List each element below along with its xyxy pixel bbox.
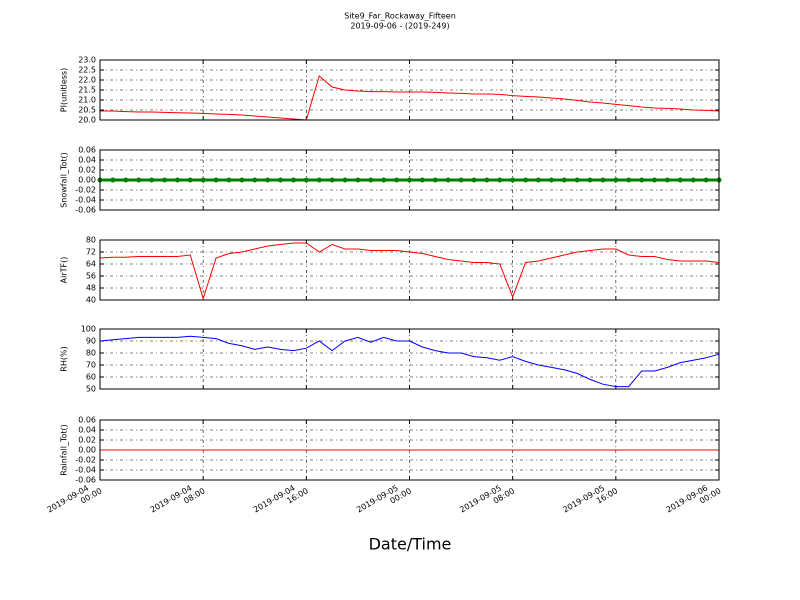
data-point [149, 177, 155, 183]
y-tick-label: 48 [86, 284, 96, 293]
data-point [497, 177, 503, 183]
data-point [626, 177, 632, 183]
data-point [329, 177, 335, 183]
data-line [100, 75, 720, 121]
data-point [523, 177, 529, 183]
data-point [290, 177, 296, 183]
y-axis-label: Rainfall_Tot() [60, 424, 69, 476]
data-point [652, 177, 658, 183]
y-tick-label: 21.5 [78, 86, 96, 95]
data-point [535, 177, 541, 183]
data-point [239, 177, 245, 183]
data-point [407, 177, 412, 183]
data-point [664, 177, 670, 183]
data-point [252, 177, 258, 183]
y-tick-label: -0.06 [75, 476, 96, 485]
data-point [703, 177, 709, 183]
y-tick-label: 56 [86, 272, 96, 281]
y-tick-label: 100 [81, 325, 96, 334]
y-tick-label: 0.04 [78, 156, 96, 165]
data-point [303, 177, 309, 183]
data-point [677, 177, 683, 183]
y-tick-label: 64 [86, 260, 96, 269]
plot-frame [99, 419, 720, 481]
data-point [136, 177, 142, 183]
y-tick-label: 0.00 [78, 176, 96, 185]
data-point [458, 177, 464, 183]
data-point [161, 177, 167, 183]
y-tick-label: 0.06 [78, 416, 96, 425]
y-tick-label: -0.02 [75, 456, 96, 465]
data-point [278, 177, 284, 183]
y-axis-label: RH(%) [60, 346, 69, 371]
data-point [639, 177, 645, 183]
y-tick-label: 0.00 [78, 446, 96, 455]
plot-frame [99, 59, 720, 121]
chart-subtitle: 2019-09-06 - (2019-249) [350, 22, 449, 31]
y-tick-label: 22.5 [78, 66, 96, 75]
y-axis-label: PI(unitless) [60, 68, 69, 112]
data-point [432, 177, 438, 183]
data-point [445, 177, 451, 183]
chart-title: Site9_Far_Rockaway_Fifteen [344, 12, 456, 21]
y-tick-label: -0.06 [75, 206, 96, 215]
y-tick-label: 72 [86, 248, 96, 257]
y-tick-label: 80 [86, 236, 96, 245]
plot-frame [99, 149, 720, 211]
data-point [381, 177, 387, 183]
data-point [548, 177, 554, 183]
y-tick-label: -0.04 [75, 196, 96, 205]
data-point [342, 177, 348, 183]
data-line [99, 335, 720, 388]
y-tick-label: 20.5 [78, 106, 96, 115]
y-axis-label: Snowfall_Tot() [60, 152, 69, 208]
y-tick-label: 40 [86, 296, 96, 305]
data-point [355, 177, 361, 183]
data-point [471, 177, 477, 183]
data-point [316, 177, 322, 183]
data-point [213, 177, 219, 183]
y-tick-label: -0.04 [75, 466, 96, 475]
y-tick-label: 60 [86, 373, 96, 382]
plot-frame [99, 328, 720, 390]
data-point [265, 177, 271, 183]
y-tick-label: 23.0 [78, 56, 96, 65]
data-line [99, 242, 720, 301]
data-point [587, 177, 593, 183]
plot-frame [99, 239, 720, 301]
y-tick-label: 21.0 [78, 96, 96, 105]
y-tick-label: 50 [86, 385, 96, 394]
y-tick-label: 22.0 [78, 76, 96, 85]
y-tick-label: 90 [86, 337, 96, 346]
y-tick-label: 80 [86, 349, 96, 358]
data-point [574, 177, 580, 183]
data-point [690, 177, 696, 183]
data-point [226, 177, 232, 183]
data-point [110, 177, 116, 183]
data-point [200, 177, 206, 183]
data-point [394, 177, 400, 183]
data-point [510, 177, 516, 183]
data-point [123, 177, 129, 183]
data-point [419, 177, 425, 183]
y-tick-label: 0.06 [78, 146, 96, 155]
data-point [613, 177, 619, 183]
y-tick-label: 0.02 [78, 166, 96, 175]
x-axis-label: Date/Time [369, 535, 452, 554]
data-point [368, 177, 374, 183]
y-axis-label: AirTF() [60, 257, 69, 284]
y-tick-label: -0.02 [75, 186, 96, 195]
y-tick-label: 0.04 [78, 426, 96, 435]
y-tick-label: 0.02 [78, 436, 96, 445]
y-tick-label: 70 [86, 361, 96, 370]
data-point [600, 177, 606, 183]
data-point [174, 177, 180, 183]
data-point [187, 177, 193, 183]
data-point [561, 177, 567, 183]
y-tick-label: 20.0 [78, 116, 96, 125]
data-point [484, 177, 490, 183]
